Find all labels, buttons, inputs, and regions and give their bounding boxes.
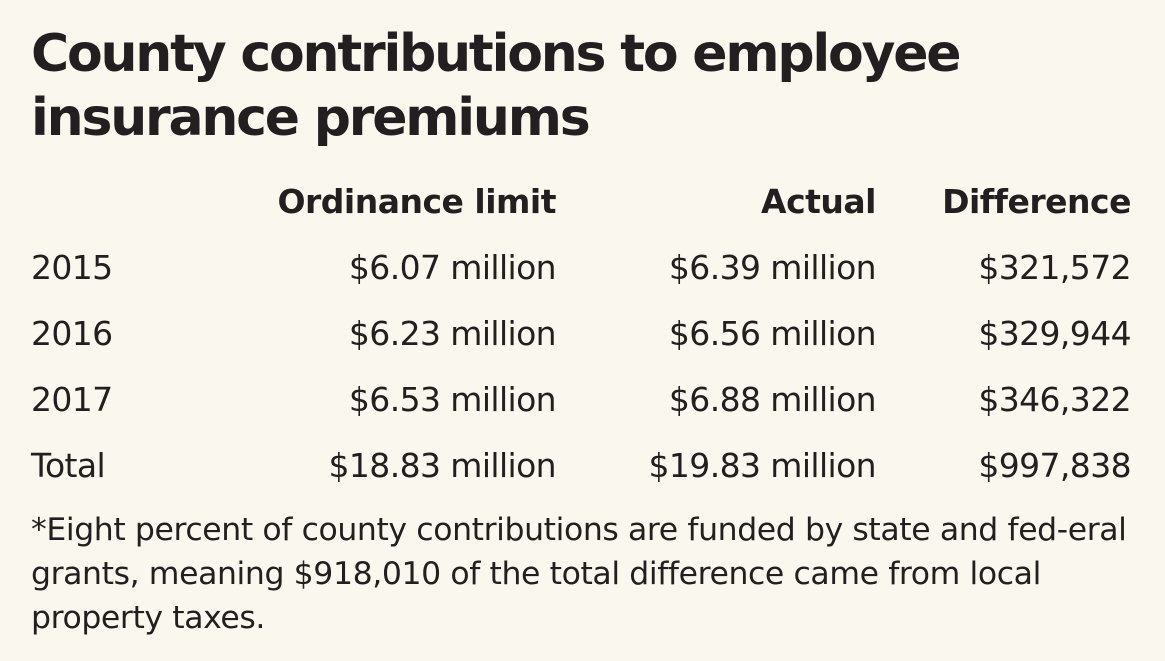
table-row-total: Total $18.83 million $19.83 million $997…	[31, 444, 1132, 510]
row-label: 2016	[31, 314, 113, 353]
cell-difference: $346,322	[978, 380, 1131, 419]
header-cell-actual: Actual	[761, 182, 876, 221]
cell-actual: $19.83 million	[648, 446, 877, 485]
cell-difference: $329,944	[978, 314, 1131, 353]
cell-actual: $6.39 million	[668, 248, 877, 287]
row-label: 2017	[31, 380, 113, 419]
row-label: 2015	[31, 248, 113, 287]
chart-title: County contributions to employee insuran…	[31, 24, 962, 148]
header-cell-difference: Difference	[942, 182, 1131, 221]
row-label: Total	[31, 446, 106, 485]
table-row: 2015 $6.07 million $6.39 million $321,57…	[31, 246, 1132, 312]
table-row: 2017 $6.53 million $6.88 million $346,32…	[31, 378, 1132, 444]
data-table: Ordinance limit Actual Difference 2015 $…	[31, 180, 1132, 510]
cell-difference: $321,572	[978, 248, 1131, 287]
header-row: Ordinance limit Actual Difference	[31, 180, 1131, 246]
header-cell-ordinance-limit: Ordinance limit	[277, 182, 556, 221]
footnote: *Eight percent of county contributions a…	[31, 512, 1127, 636]
table-row: 2016 $6.23 million $6.56 million $329,94…	[31, 312, 1132, 378]
cell-ordinance-limit: $6.07 million	[348, 248, 557, 287]
cell-difference: $997,838	[978, 446, 1131, 485]
cell-actual: $6.56 million	[668, 314, 877, 353]
cell-ordinance-limit: $18.83 million	[328, 446, 557, 485]
cell-ordinance-limit: $6.23 million	[348, 314, 557, 353]
cell-ordinance-limit: $6.53 million	[348, 380, 557, 419]
cell-actual: $6.88 million	[668, 380, 877, 419]
